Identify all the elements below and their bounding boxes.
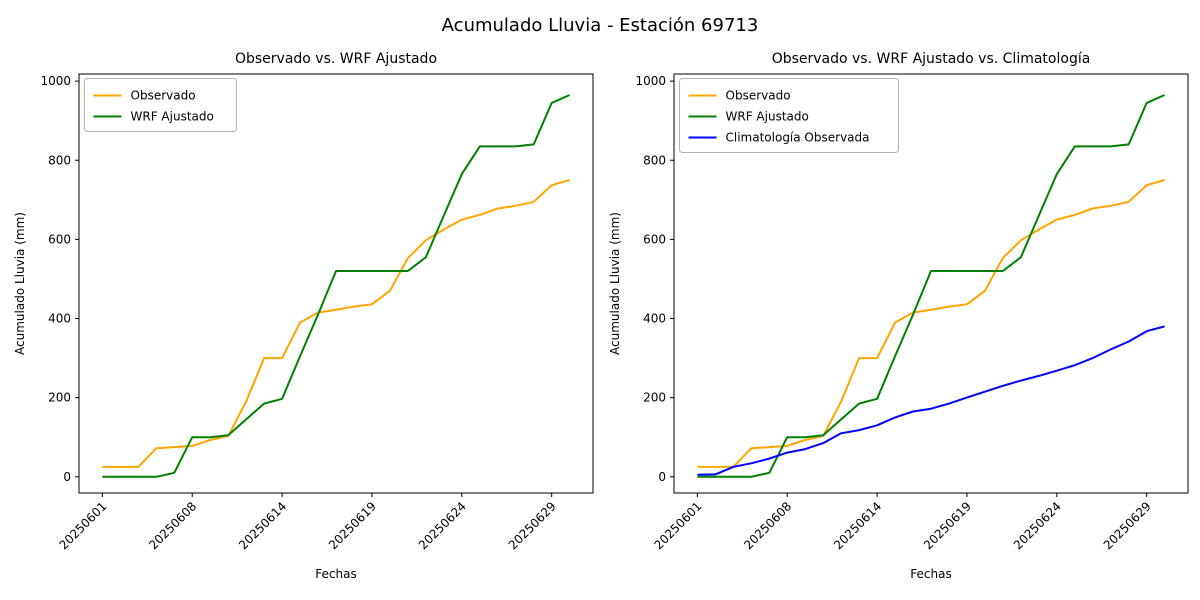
- subplot-title: Observado vs. WRF Ajustado: [235, 51, 437, 67]
- y-tick-label: 600: [643, 232, 666, 246]
- y-axis-label: Acumulado Lluvia (mm): [608, 212, 622, 355]
- x-tick-label: 20250601: [651, 499, 704, 552]
- legend: Observado WRF Ajustado: [84, 78, 237, 132]
- x-tick-label: 20250619: [326, 499, 379, 552]
- series-line-observado: [697, 179, 1165, 468]
- series-line-observado: [102, 179, 570, 468]
- x-tick-label: 20250619: [921, 499, 974, 552]
- y-tick-label: 800: [48, 153, 71, 167]
- plot-frame: [673, 73, 1189, 494]
- series-line-wrf-ajustado: [697, 94, 1166, 478]
- y-tick-label: 600: [48, 232, 71, 246]
- x-tick-label: 20250614: [831, 499, 884, 552]
- y-tick-label: 800: [643, 153, 666, 167]
- y-tick-label: 0: [63, 470, 71, 484]
- x-tick-label: 20250614: [236, 499, 289, 552]
- subplot-title: Observado vs. WRF Ajustado vs. Climatolo…: [772, 51, 1091, 67]
- legend-label: WRF Ajustado: [726, 110, 809, 124]
- y-tick-label: 1000: [635, 74, 666, 88]
- legend-label: Observado: [726, 89, 791, 103]
- y-tick-label: 1000: [40, 74, 71, 88]
- legend-label: Observado: [131, 89, 196, 103]
- x-tick-label: 20250608: [741, 499, 794, 552]
- y-tick-label: 200: [643, 391, 666, 405]
- x-tick-label: 20250629: [506, 499, 559, 552]
- x-tick-label: 20250608: [146, 499, 199, 552]
- figure-title: Acumulado Lluvia - Estación 69713: [442, 15, 759, 36]
- legend-label: Climatología Observada: [726, 131, 870, 145]
- series-line-wrf-ajustado: [102, 94, 571, 478]
- right-chart-observado-vs-wrf-vs-climatologia: Observado vs. WRF Ajustado vs. Climatolo…: [608, 51, 1189, 581]
- x-tick-label: 20250624: [1011, 499, 1064, 552]
- legend-box: [84, 78, 237, 132]
- y-tick-label: 400: [643, 312, 666, 326]
- x-axis-label: Fechas: [315, 567, 356, 581]
- left-chart-observado-vs-wrf: Observado vs. WRF Ajustado 0 200 400 600 800 1…: [13, 51, 594, 581]
- y-tick-label: 0: [658, 470, 666, 484]
- y-tick-label: 400: [48, 312, 71, 326]
- x-tick-label: 20250629: [1101, 499, 1154, 552]
- legend-label: WRF Ajustado: [131, 110, 214, 124]
- x-tick-label: 20250601: [56, 499, 109, 552]
- x-axis-label: Fechas: [910, 567, 951, 581]
- y-axis-label: Acumulado Lluvia (mm): [13, 212, 27, 355]
- y-tick-label: 200: [48, 391, 71, 405]
- series-line-climatolog-a-observada: [697, 325, 1165, 476]
- legend: Observado WRF Ajustado Climatología Observ…: [679, 78, 899, 153]
- x-tick-label: 20250624: [416, 499, 469, 552]
- plot-frame: [78, 73, 594, 494]
- legend-box: [679, 78, 899, 153]
